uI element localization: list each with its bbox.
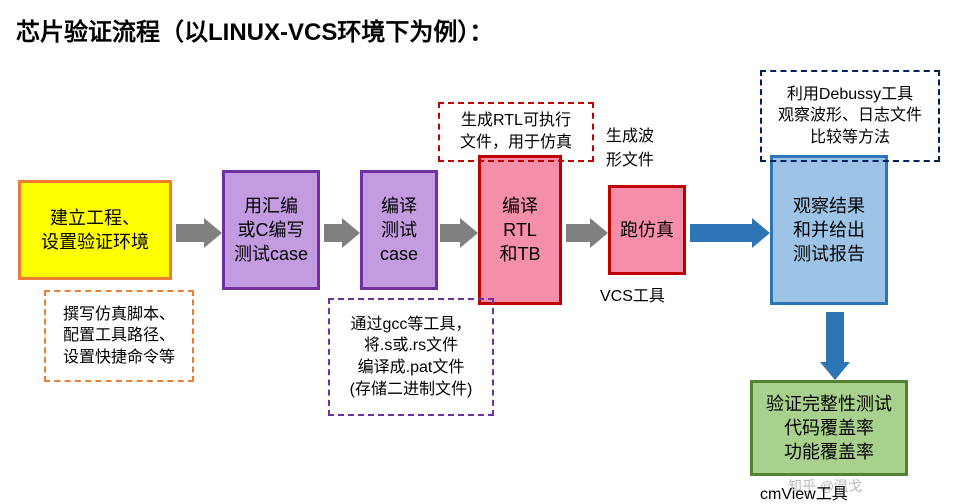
- label-l1: 生成波 形文件: [606, 122, 654, 170]
- note-note4: 利用Debussy工具 观察波形、日志文件 比较等方法: [760, 70, 940, 162]
- note-note1: 撰写仿真脚本、 配置工具路径、 设置快捷命令等: [44, 290, 194, 382]
- arrow-shaft: [440, 224, 460, 242]
- arrow-head-icon: [204, 218, 222, 248]
- arrow-shaft: [690, 224, 752, 242]
- arrow-shaft: [826, 312, 844, 362]
- arrow-shaft: [566, 224, 590, 242]
- label-l2: VCS工具: [600, 282, 665, 306]
- arrow-right-a2: [324, 218, 360, 248]
- arrow-head-icon: [590, 218, 608, 248]
- arrow-right-a1: [176, 218, 222, 248]
- flow-node-n4: 编译 RTL 和TB: [478, 155, 562, 305]
- diagram-title: 芯片验证流程（以LINUX-VCS环境下为例）：: [16, 12, 493, 47]
- arrow-head-icon: [820, 362, 850, 380]
- flow-node-n2: 用汇编 或C编写 测试case: [222, 170, 320, 290]
- flow-node-n3: 编译 测试 case: [360, 170, 438, 290]
- arrow-down-av1: [820, 312, 850, 380]
- flow-node-n7: 验证完整性测试 代码覆盖率 功能覆盖率: [750, 380, 908, 476]
- note-note2: 通过gcc等工具， 将.s或.rs文件 编译成.pat文件 (存储二进制文件): [328, 298, 494, 416]
- arrow-right-a5: [690, 218, 770, 248]
- arrow-head-icon: [460, 218, 478, 248]
- flow-node-n1: 建立工程、 设置验证环境: [18, 180, 172, 280]
- arrow-head-icon: [342, 218, 360, 248]
- arrow-head-icon: [752, 218, 770, 248]
- arrow-right-a4: [566, 218, 608, 248]
- flow-node-n6: 观察结果 和并给出 测试报告: [770, 155, 888, 305]
- label-l3: cmView工具: [760, 480, 848, 504]
- arrow-shaft: [324, 224, 342, 242]
- arrow-right-a3: [440, 218, 478, 248]
- note-note3: 生成RTL可执行 文件，用于仿真: [438, 102, 594, 162]
- arrow-shaft: [176, 224, 204, 242]
- flow-node-n5: 跑仿真: [608, 185, 686, 275]
